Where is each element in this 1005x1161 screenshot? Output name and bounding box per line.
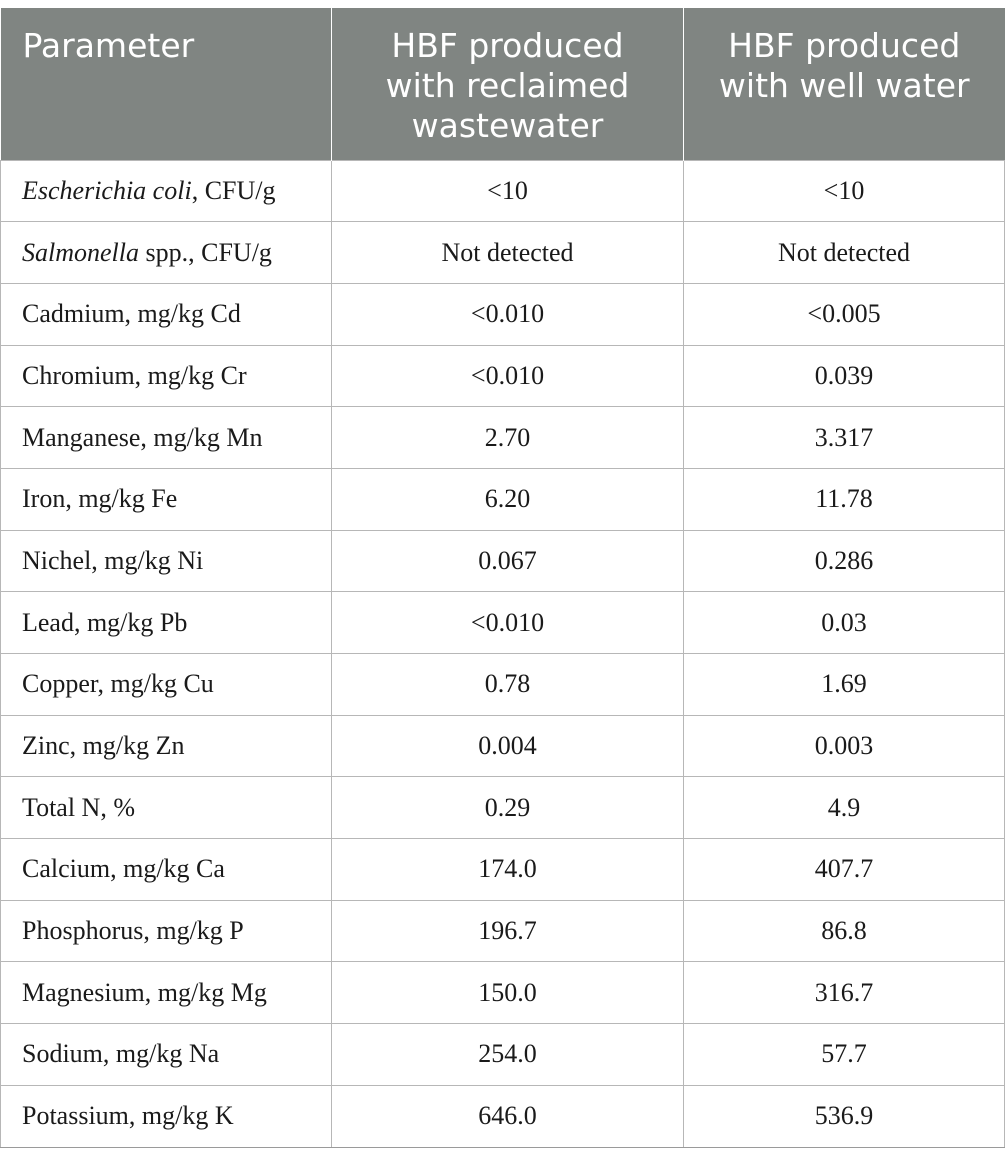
parameter-text: Chromium, mg/kg Cr xyxy=(22,360,247,390)
well-water-value: 0.03 xyxy=(683,591,1005,654)
parameter-text: , CFU/g xyxy=(191,175,276,205)
parameter-cell: Manganese, mg/kg Mn xyxy=(0,406,332,469)
parameter-cell: Nichel, mg/kg Ni xyxy=(0,529,332,593)
parameter-cell: Sodium, mg/kg Na xyxy=(0,1023,332,1086)
table-row: Cadmium, mg/kg Cd <0.010 <0.005 xyxy=(0,282,1005,346)
parameter-text: spp., CFU/g xyxy=(139,237,272,267)
parameter-italic-text: Escherichia coli xyxy=(22,175,192,205)
parameter-cell: Salmonella spp., CFU/g xyxy=(0,221,332,284)
well-water-value: 0.003 xyxy=(683,714,1005,778)
well-water-value: Not detected xyxy=(683,221,1005,284)
parameter-cell: Copper, mg/kg Cu xyxy=(0,653,332,716)
parameter-text: Potassium, mg/kg K xyxy=(22,1101,234,1131)
table-row: Zinc, mg/kg Zn 0.004 0.003 xyxy=(0,714,1005,778)
parameter-text: Total N, % xyxy=(22,792,135,822)
well-water-value: <10 xyxy=(683,159,1005,223)
parameter-cell: Phosphorus, mg/kg P xyxy=(0,899,332,963)
well-water-value: 407.7 xyxy=(683,838,1005,901)
parameter-cell: Iron, mg/kg Fe xyxy=(0,467,332,531)
parameter-text: Zinc, mg/kg Zn xyxy=(22,731,185,761)
reclaimed-wastewater-value: 0.004 xyxy=(331,714,684,778)
parameter-text: Magnesium, mg/kg Mg xyxy=(22,977,267,1007)
header-line: HBF produced xyxy=(728,26,961,65)
well-water-value: 4.9 xyxy=(683,776,1005,840)
parameter-cell: Total N, % xyxy=(0,776,332,840)
parameter-text: Nichel, mg/kg Ni xyxy=(22,545,204,575)
reclaimed-wastewater-value: 196.7 xyxy=(331,899,684,963)
well-water-value: 11.78 xyxy=(683,467,1005,531)
reclaimed-wastewater-value: 0.78 xyxy=(331,653,684,716)
well-water-value: 1.69 xyxy=(683,653,1005,716)
parameter-cell: Potassium, mg/kg K xyxy=(0,1084,332,1148)
parameter-cell: Escherichia coli, CFU/g xyxy=(0,159,332,223)
table-row: Nichel, mg/kg Ni 0.067 0.286 xyxy=(0,529,1005,593)
parameter-text: Iron, mg/kg Fe xyxy=(22,484,178,514)
reclaimed-wastewater-value: <0.010 xyxy=(331,344,684,408)
parameter-cell: Magnesium, mg/kg Mg xyxy=(0,961,332,1025)
header-parameter: Parameter xyxy=(0,8,332,160)
parameter-text: Lead, mg/kg Pb xyxy=(22,607,188,637)
header-line: HBF produced xyxy=(391,26,624,65)
reclaimed-wastewater-value: 150.0 xyxy=(331,961,684,1025)
table-row: Chromium, mg/kg Cr <0.010 0.039 xyxy=(0,344,1005,408)
table-header: Parameter HBF produced with reclaimed wa… xyxy=(0,8,1005,160)
parameter-text: Sodium, mg/kg Na xyxy=(22,1039,220,1069)
well-water-value: 316.7 xyxy=(683,961,1005,1025)
header-line: with well water xyxy=(718,66,970,105)
well-water-value: 86.8 xyxy=(683,899,1005,963)
header-well-water: HBF produced with well water xyxy=(683,8,1005,160)
table-row: Iron, mg/kg Fe 6.20 11.78 xyxy=(0,467,1005,531)
table-row: Lead, mg/kg Pb <0.010 0.03 xyxy=(0,591,1005,654)
header-reclaimed-wastewater: HBF produced with reclaimed wastewater xyxy=(331,8,684,160)
table-row: Potassium, mg/kg K 646.0 536.9 xyxy=(0,1084,1005,1148)
well-water-value: 0.286 xyxy=(683,529,1005,593)
data-table-container: Parameter HBF produced with reclaimed wa… xyxy=(0,8,1005,1148)
reclaimed-wastewater-value: 2.70 xyxy=(331,406,684,469)
parameter-cell: Lead, mg/kg Pb xyxy=(0,591,332,654)
header-line: with reclaimed xyxy=(385,66,630,105)
parameter-text: Copper, mg/kg Cu xyxy=(22,669,214,699)
reclaimed-wastewater-value: 0.067 xyxy=(331,529,684,593)
reclaimed-wastewater-value: 6.20 xyxy=(331,467,684,531)
table-row: Sodium, mg/kg Na 254.0 57.7 xyxy=(0,1023,1005,1086)
table-row: Manganese, mg/kg Mn 2.70 3.317 xyxy=(0,406,1005,469)
table-row: Total N, % 0.29 4.9 xyxy=(0,776,1005,840)
reclaimed-wastewater-value: 0.29 xyxy=(331,776,684,840)
parameter-cell: Chromium, mg/kg Cr xyxy=(0,344,332,408)
well-water-value: 536.9 xyxy=(683,1084,1005,1148)
parameter-cell: Calcium, mg/kg Ca xyxy=(0,838,332,901)
reclaimed-wastewater-value: 646.0 xyxy=(331,1084,684,1148)
parameter-italic-text: Salmonella xyxy=(22,237,139,267)
table-row: Copper, mg/kg Cu 0.78 1.69 xyxy=(0,653,1005,716)
reclaimed-wastewater-value: 174.0 xyxy=(331,838,684,901)
well-water-value: 0.039 xyxy=(683,344,1005,408)
parameter-cell: Cadmium, mg/kg Cd xyxy=(0,282,332,346)
parameter-text: Cadmium, mg/kg Cd xyxy=(22,299,241,329)
table-body: Escherichia coli, CFU/g <10 <10 Salmonella … xyxy=(0,159,1005,1148)
reclaimed-wastewater-value: 254.0 xyxy=(331,1023,684,1086)
parameter-text: Phosphorus, mg/kg P xyxy=(22,916,244,946)
well-water-value: <0.005 xyxy=(683,282,1005,346)
reclaimed-wastewater-value: <10 xyxy=(331,159,684,223)
parameter-cell: Zinc, mg/kg Zn xyxy=(0,714,332,778)
reclaimed-wastewater-value: <0.010 xyxy=(331,282,684,346)
parameter-table: Parameter HBF produced with reclaimed wa… xyxy=(0,8,1005,1148)
well-water-value: 57.7 xyxy=(683,1023,1005,1086)
parameter-text: Calcium, mg/kg Ca xyxy=(22,854,225,884)
header-line: wastewater xyxy=(411,106,604,145)
reclaimed-wastewater-value: Not detected xyxy=(331,221,684,284)
table-row: Salmonella spp., CFU/g Not detected Not de… xyxy=(0,221,1005,284)
header-row: Parameter HBF produced with reclaimed wa… xyxy=(0,8,1005,160)
well-water-value: 3.317 xyxy=(683,406,1005,469)
table-row: Phosphorus, mg/kg P 196.7 86.8 xyxy=(0,899,1005,963)
reclaimed-wastewater-value: <0.010 xyxy=(331,591,684,654)
table-row: Calcium, mg/kg Ca 174.0 407.7 xyxy=(0,838,1005,901)
table-row: Magnesium, mg/kg Mg 150.0 316.7 xyxy=(0,961,1005,1025)
table-row: Escherichia coli, CFU/g <10 <10 xyxy=(0,159,1005,223)
parameter-text: Manganese, mg/kg Mn xyxy=(22,422,263,452)
